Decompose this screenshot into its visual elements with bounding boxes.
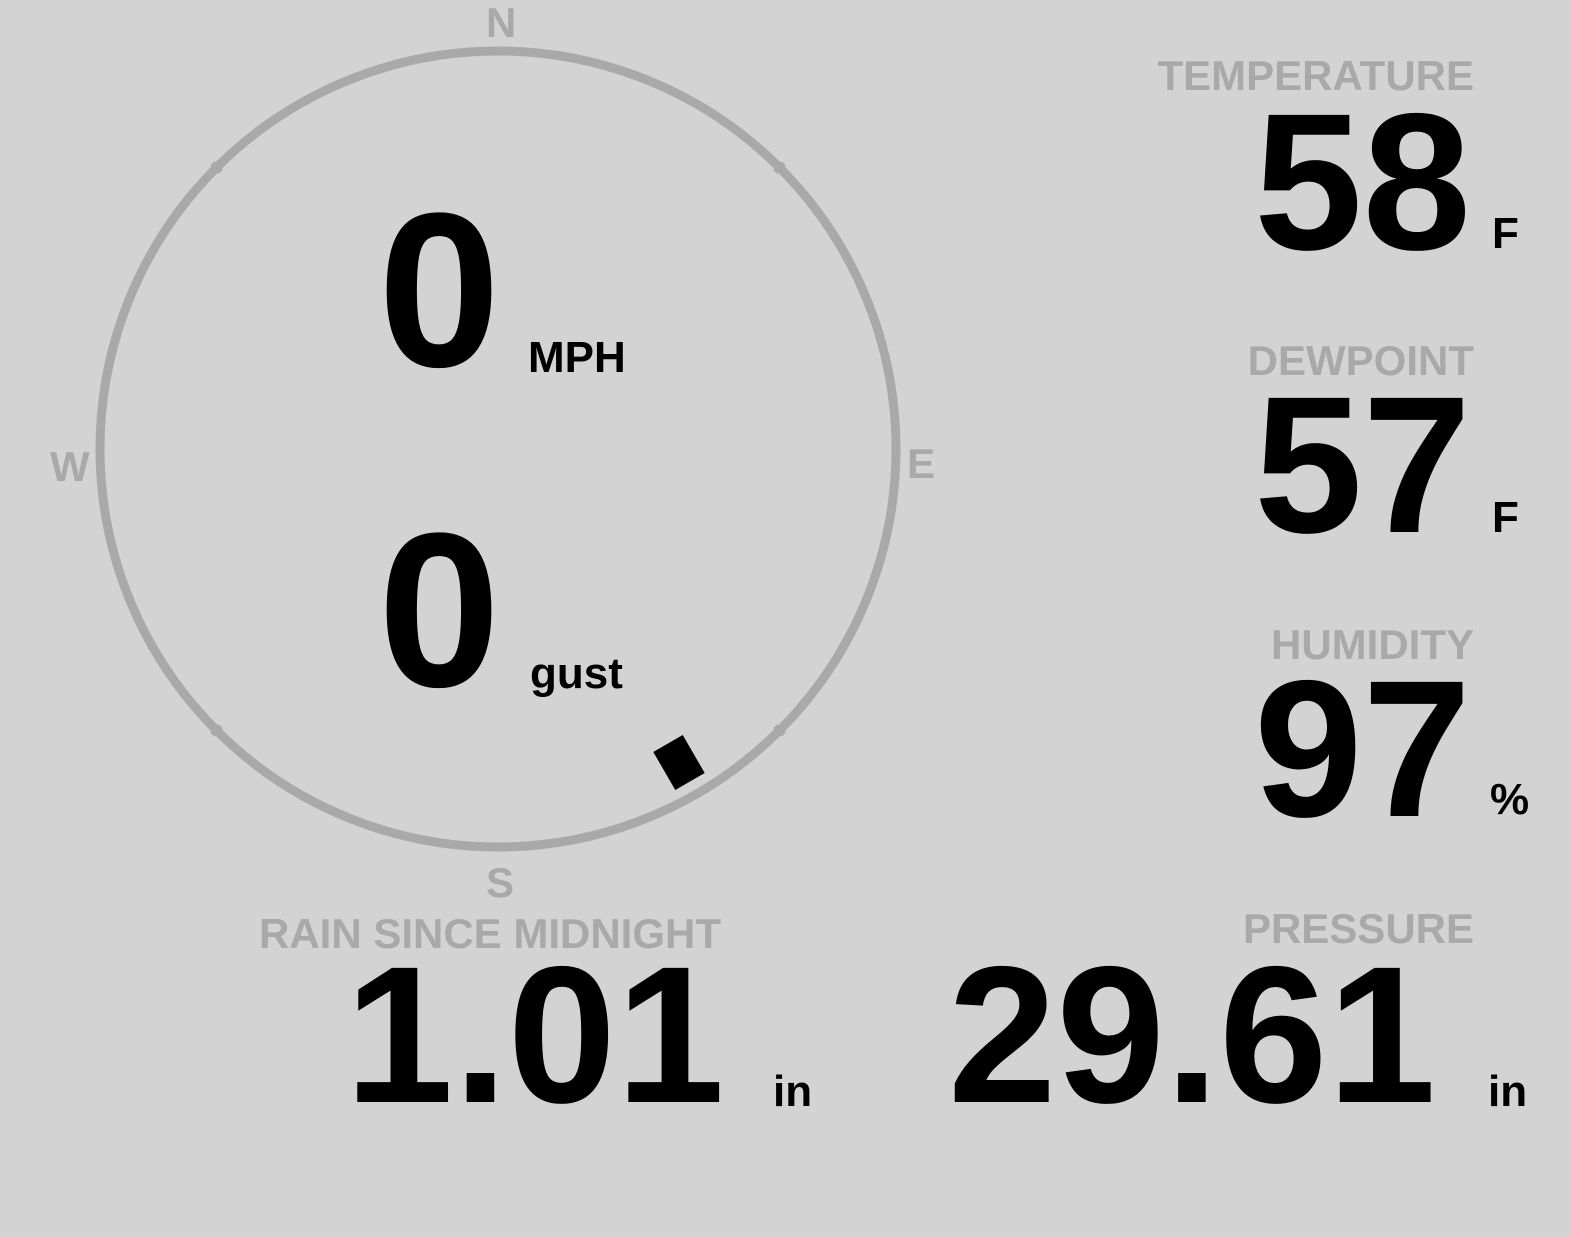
wind-direction-marker xyxy=(653,734,705,791)
dewpoint-label: DEWPOINT xyxy=(1247,337,1474,384)
compass-tick xyxy=(773,724,786,737)
temperature-label: TEMPERATURE xyxy=(1157,52,1474,99)
rain-unit: in xyxy=(773,1067,813,1116)
compass-south: S xyxy=(486,859,515,906)
temperature-unit: F xyxy=(1492,209,1519,258)
compass-west: W xyxy=(50,443,90,490)
compass-tick xyxy=(210,161,223,174)
temperature-value: 58 xyxy=(1254,73,1471,291)
dewpoint-value: 57 xyxy=(1254,356,1471,574)
wind-gust-value: 0 xyxy=(378,487,501,733)
compass-east: E xyxy=(907,440,936,487)
dewpoint-unit: F xyxy=(1492,493,1519,542)
wind-speed-unit: MPH xyxy=(528,333,626,382)
humidity-unit: % xyxy=(1490,775,1530,824)
wind-gust-unit: gust xyxy=(530,649,623,698)
compass-tick xyxy=(210,724,223,737)
pressure-value: 29.61 xyxy=(948,926,1436,1144)
pressure-label: PRESSURE xyxy=(1242,905,1474,952)
rain-label: RAIN SINCE MIDNIGHT xyxy=(259,910,721,957)
compass-tick xyxy=(773,161,786,174)
humidity-value: 97 xyxy=(1254,640,1471,858)
compass-north: N xyxy=(486,0,517,46)
rain-value: 1.01 xyxy=(345,926,725,1144)
humidity-label: HUMIDITY xyxy=(1271,621,1474,668)
pressure-unit: in xyxy=(1488,1067,1528,1116)
wind-speed-value: 0 xyxy=(378,167,501,413)
compass-ring xyxy=(95,46,901,852)
